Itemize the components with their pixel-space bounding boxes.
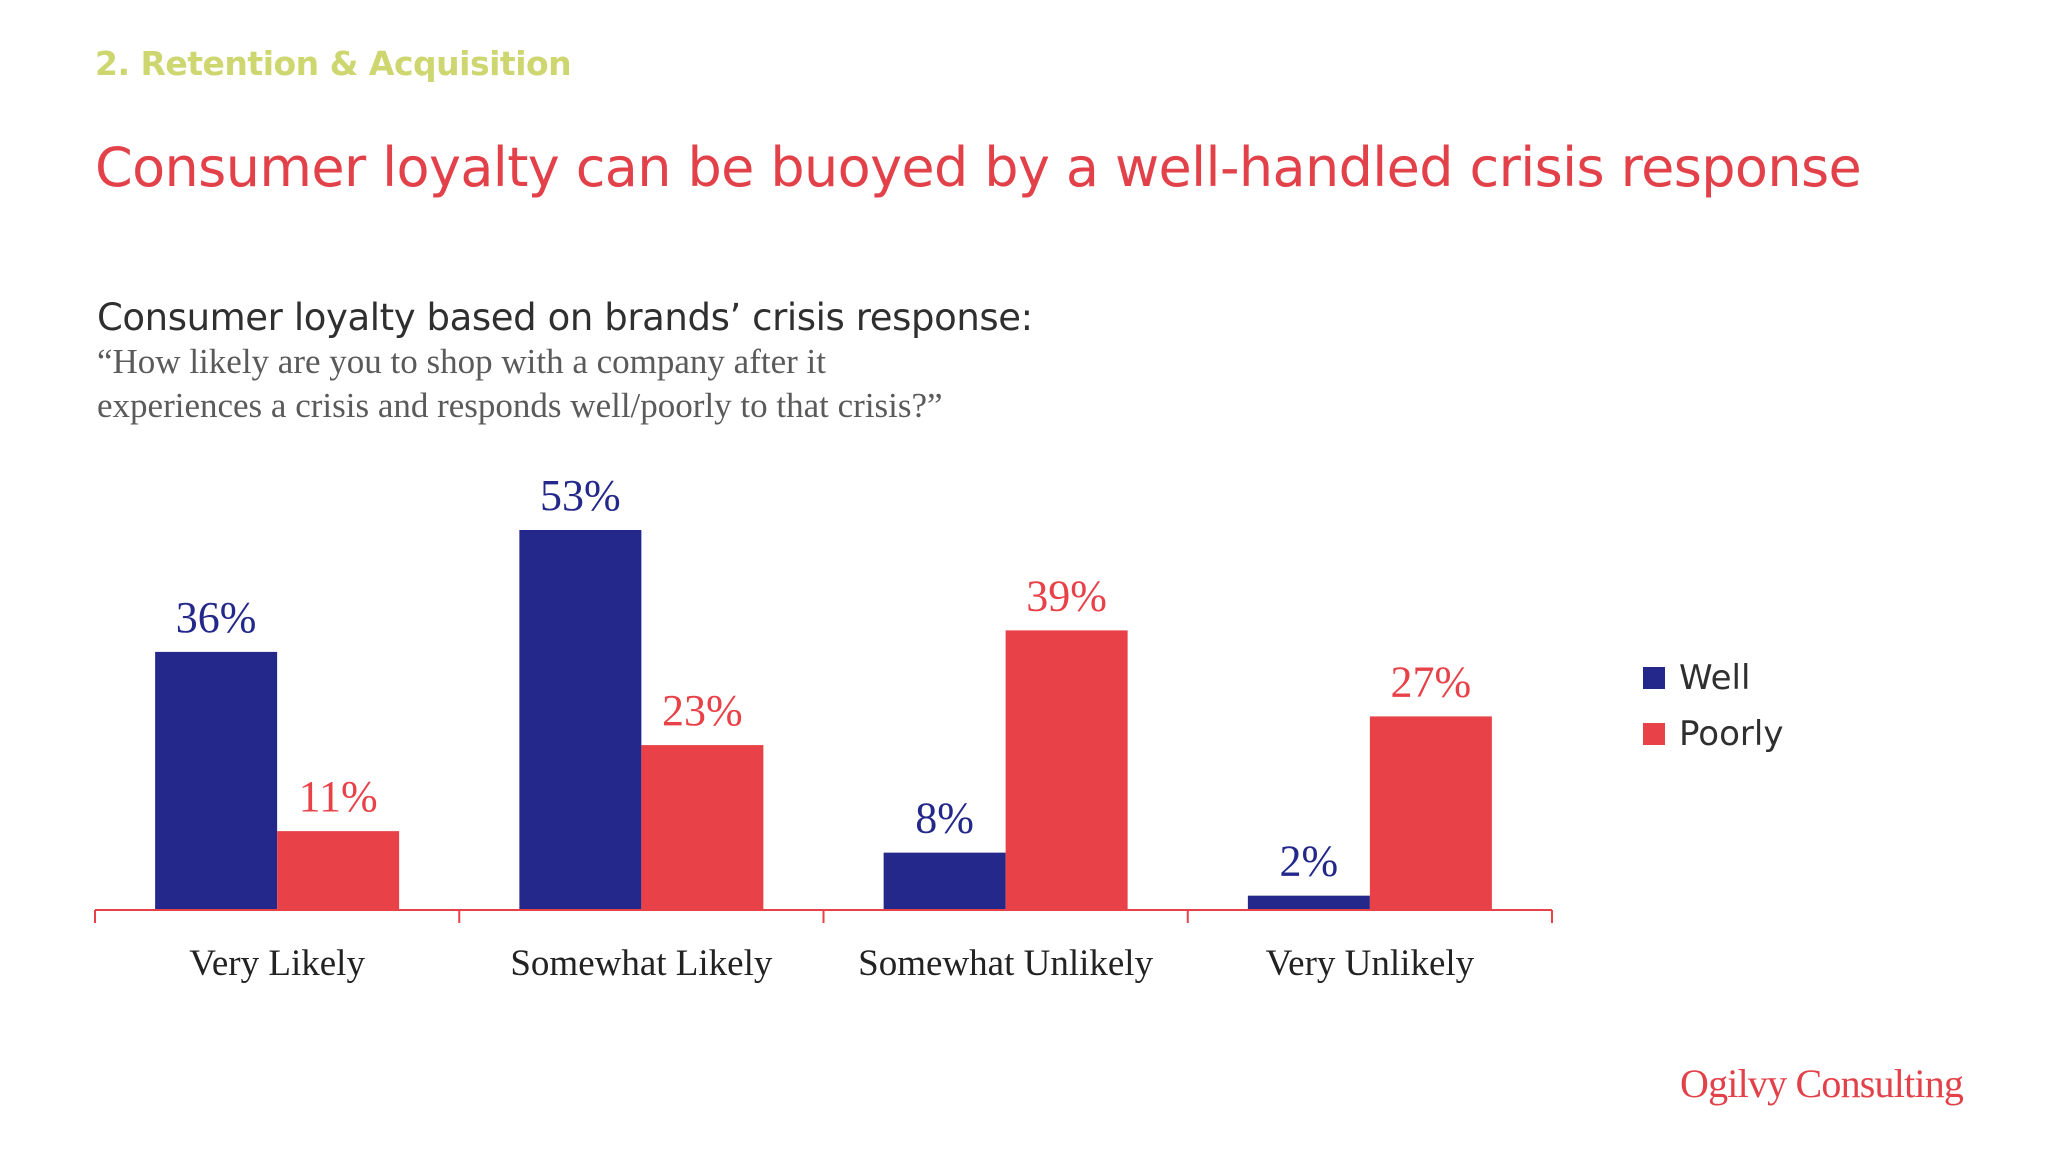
section-label: 2. Retention & Acquisition (95, 44, 572, 83)
legend-item-well: Well (1643, 650, 1783, 706)
x-tick-label: Somewhat Likely (510, 943, 773, 984)
x-tick-label: Very Likely (189, 943, 365, 984)
brand-logo: Ogilvy Consulting (1680, 1061, 1964, 1106)
bar-poorly (1369, 716, 1492, 910)
data-label: 11% (299, 772, 378, 821)
bar-poorly (277, 831, 400, 910)
legend-label: Poorly (1679, 714, 1784, 754)
data-label: 27% (1391, 657, 1472, 706)
slide-title: Consumer loyalty can be buoyed by a well… (95, 136, 1862, 199)
data-label: 36% (176, 593, 257, 642)
data-label: 23% (662, 686, 743, 735)
bar-well (1247, 895, 1370, 910)
bar-poorly (1005, 630, 1128, 910)
chart-question: “How likely are you to shop with a compa… (97, 340, 1197, 428)
legend-item-poorly: Poorly (1643, 706, 1783, 762)
chart-question-line: “How likely are you to shop with a compa… (97, 342, 826, 381)
bar-well (519, 530, 642, 910)
data-label: 8% (915, 794, 974, 843)
x-tick-label: Somewhat Unlikely (858, 943, 1153, 984)
chart-question-line: experiences a crisis and responds well/p… (97, 386, 943, 425)
data-label: 53% (540, 471, 621, 520)
legend-swatch-well (1643, 667, 1665, 689)
x-tick-label: Very Unlikely (1266, 943, 1475, 984)
data-label: 39% (1026, 571, 1107, 620)
bar-poorly (641, 745, 764, 910)
bar-well (155, 651, 278, 910)
chart-legend: Well Poorly (1643, 650, 1783, 762)
legend-swatch-poorly (1643, 723, 1665, 745)
data-label: 2% (1280, 837, 1339, 886)
chart-heading: Consumer loyalty based on brands’ crisis… (97, 296, 1033, 339)
legend-label: Well (1679, 658, 1751, 698)
bar-well (883, 852, 1006, 910)
